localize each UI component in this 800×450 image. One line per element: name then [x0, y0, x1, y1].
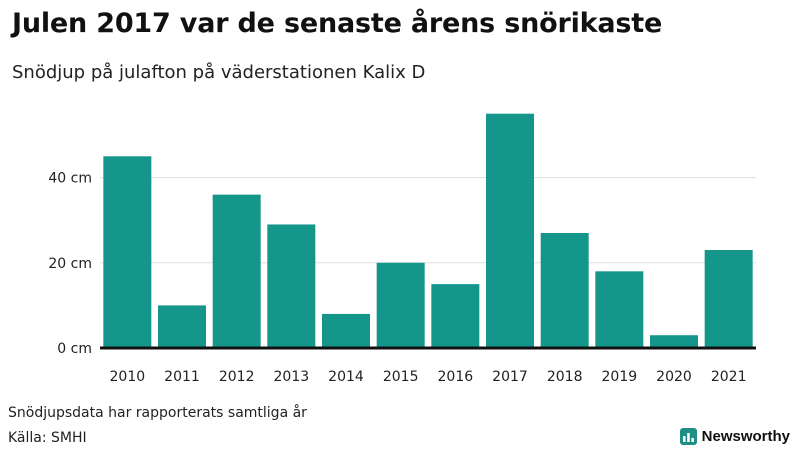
bar-2017 [486, 113, 534, 348]
x-tick-label: 2019 [602, 369, 638, 385]
newsworthy-logo: Newsworthy [679, 428, 790, 445]
x-tick-label: 2018 [547, 369, 583, 385]
bar-2020 [650, 335, 698, 348]
label-layer: 0 cm 20 cm 40 cm 2010 2011 2012 2013 2014 2015 20… [48, 171, 746, 385]
bar-2013 [267, 224, 316, 348]
bar-layer [103, 113, 753, 348]
x-tick-label: 2020 [656, 369, 692, 385]
bar-2011 [158, 305, 206, 348]
x-tick-label: 2010 [110, 369, 146, 385]
data-note: Snödjupsdata har rapporterats samtliga å… [8, 405, 307, 421]
bar-2018 [540, 232, 589, 348]
brand-name: Newsworthy [701, 428, 790, 445]
bar-chart: 0 cm 20 cm 40 cm 2010 2011 2012 2013 2014 2015 20… [48, 113, 756, 385]
x-tick-label: 2014 [328, 369, 364, 385]
x-tick-label: 2012 [219, 369, 255, 385]
bar-2016 [431, 284, 480, 348]
bar-2010 [103, 156, 152, 348]
bar-2019 [595, 271, 644, 348]
bar-2012 [212, 194, 261, 348]
y-tick-label: 20 cm [48, 256, 92, 272]
x-tick-label: 2021 [711, 369, 747, 385]
y-tick-label: 40 cm [48, 171, 92, 187]
grid-layer [100, 177, 756, 264]
bar-2021 [704, 250, 753, 348]
x-tick-label: 2013 [274, 369, 310, 385]
bar-2015 [376, 262, 425, 348]
x-tick-label: 2011 [164, 369, 200, 385]
chart-title: Julen 2017 var de senaste årens snörikas… [12, 8, 663, 39]
x-tick-label: 2017 [492, 369, 528, 385]
x-tick-label: 2015 [383, 369, 419, 385]
chart-subtitle: Snödjup på julafton på väderstationen Ka… [12, 62, 426, 83]
y-tick-label: 0 cm [57, 341, 92, 357]
source-credit: Källa: SMHI [8, 430, 87, 446]
bar-2014 [322, 313, 370, 348]
newsworthy-chart-icon [679, 428, 697, 445]
x-tick-label: 2016 [438, 369, 474, 385]
